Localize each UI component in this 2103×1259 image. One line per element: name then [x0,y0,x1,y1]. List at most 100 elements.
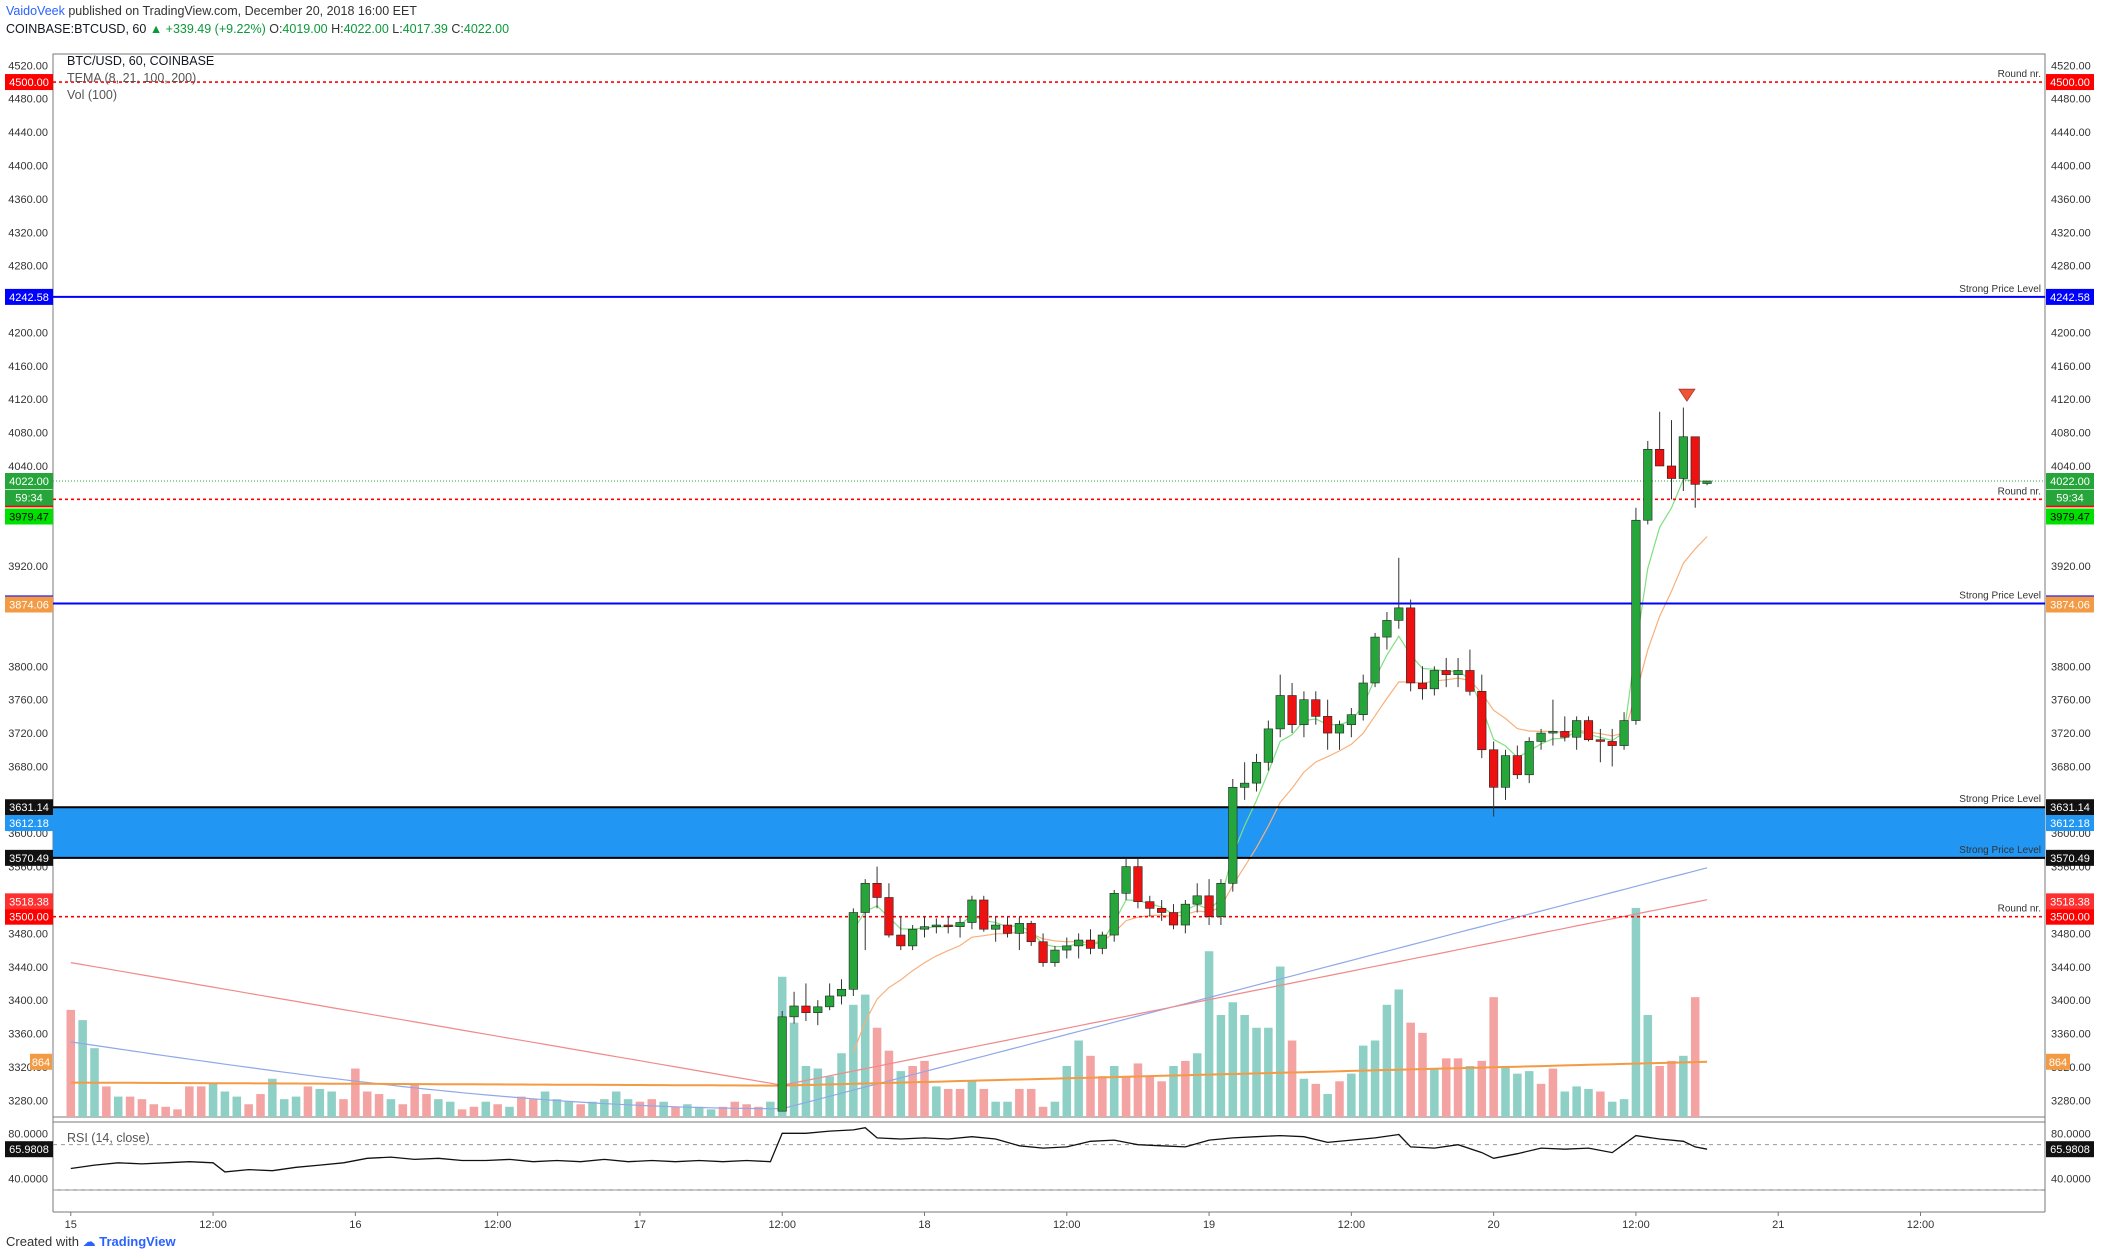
candle-body [1216,882,1226,917]
price-tick-label: 4040.00 [8,461,48,473]
tradingview-brand[interactable]: TradingView [99,1234,176,1249]
candle-body [1655,448,1665,467]
price-tick-label: 3800.00 [8,661,48,673]
candle-body [1228,787,1238,884]
volume-bar [339,1099,348,1117]
volume-bar [1441,1058,1451,1117]
volume-bar [1358,1045,1368,1117]
candle-body [1536,732,1546,742]
volume-bar [1655,1066,1664,1117]
volume-bar [872,1027,882,1117]
rsi-tick-label: 40.0000 [2051,1174,2091,1186]
price-tick-label: 3760.00 [2051,695,2091,707]
time-tick-label: 19 [1203,1219,1215,1231]
price-tick-label: 3680.00 [8,761,48,773]
candle-body [1133,866,1143,902]
candle-body [1489,749,1499,788]
tema-200-line [70,899,1708,1086]
candle-body [1014,923,1024,934]
volume-bar [66,1009,76,1117]
time-tick-label: 21 [1772,1219,1784,1231]
low-value: 4017.39 [402,22,448,36]
price-tick-label: 3760.00 [8,695,48,707]
volume-bar [161,1106,170,1117]
candle-body [908,928,918,947]
volume-bar [113,1096,123,1117]
volume-bar [125,1096,135,1117]
candle-body [813,1006,823,1013]
price-tick-label: 3680.00 [2051,761,2091,773]
candle-body [955,922,965,928]
volume-bar [528,1099,538,1117]
volume-bar [1619,1099,1629,1117]
volume-bar [445,1101,455,1117]
candle-body [777,1016,787,1112]
volume-bar [1631,907,1641,1117]
volume-bar [908,1066,917,1117]
candle-body [1643,448,1653,521]
volume-bar [1169,1066,1178,1117]
volume-bar [327,1091,336,1117]
candle-body [1240,782,1250,788]
legend-vol: Vol (100) [67,88,117,102]
volume-bar [1679,1055,1688,1117]
price-level-label: Strong Price Level [1959,284,2041,295]
candle-body [848,912,858,990]
candle-body [1204,895,1214,917]
price-tick-label: 3400.00 [2051,995,2091,1007]
price-tag-text: 4022.00 [2050,476,2090,488]
candle-body [1097,934,1107,949]
candle-body [872,882,882,898]
price-tag [5,489,53,506]
volume-bar [422,1094,431,1117]
volume-bar [576,1104,585,1117]
volume-ma-line [70,1060,1708,1087]
price-tag [5,908,53,925]
price-tag-text: 59:34 [2056,493,2084,505]
candle-body [1263,728,1273,763]
candle-body [919,926,930,930]
rsi-pane-border [52,1121,2046,1191]
volume-bar [813,1068,823,1117]
price-tag-text: 4022.00 [9,476,49,488]
time-tick-label: 15 [65,1219,77,1231]
volume-bar [600,1099,609,1117]
candle-body [1560,731,1570,738]
volume-bar [694,1106,704,1117]
author-link[interactable]: VaidoVeek [6,4,65,18]
volume-bar [1536,1083,1546,1117]
rsi-tick-label: 40.0000 [8,1174,48,1186]
volume-bar [208,1083,218,1117]
candle-body [1038,941,1048,963]
volume-bar [1133,1063,1143,1117]
candle-body [1299,699,1309,726]
candle-body [1512,755,1522,776]
candle-body [789,1005,799,1018]
candle-body [1690,436,1700,485]
price-pane-border [52,53,2046,1118]
price-tick-label: 4480.00 [2051,94,2091,106]
candle-body [1429,670,1439,690]
price-tick-label: 4280.00 [2051,261,2091,273]
volume-bar [1240,1015,1249,1117]
candle-body [1287,695,1297,726]
volume-bar [517,1096,526,1117]
volume-bar [1015,1088,1024,1117]
volume-bar [754,1106,763,1117]
close-value: 4022.00 [463,22,510,36]
volume-bar [1275,966,1285,1117]
candle-body [1074,939,1084,947]
price-tick-label: 3600.00 [8,828,48,840]
candle-body [1192,895,1202,905]
candle-body [801,1005,811,1013]
volume-bar [932,1086,941,1117]
volume-ma-tag [30,1053,52,1070]
volume-bar [351,1068,360,1117]
candle-body [1334,724,1345,734]
volume-bar [457,1109,467,1117]
volume-bar [1382,1004,1392,1117]
candle-body [1619,720,1629,746]
candle-body [1002,924,1013,934]
time-tick-label: 12:00 [199,1219,227,1231]
